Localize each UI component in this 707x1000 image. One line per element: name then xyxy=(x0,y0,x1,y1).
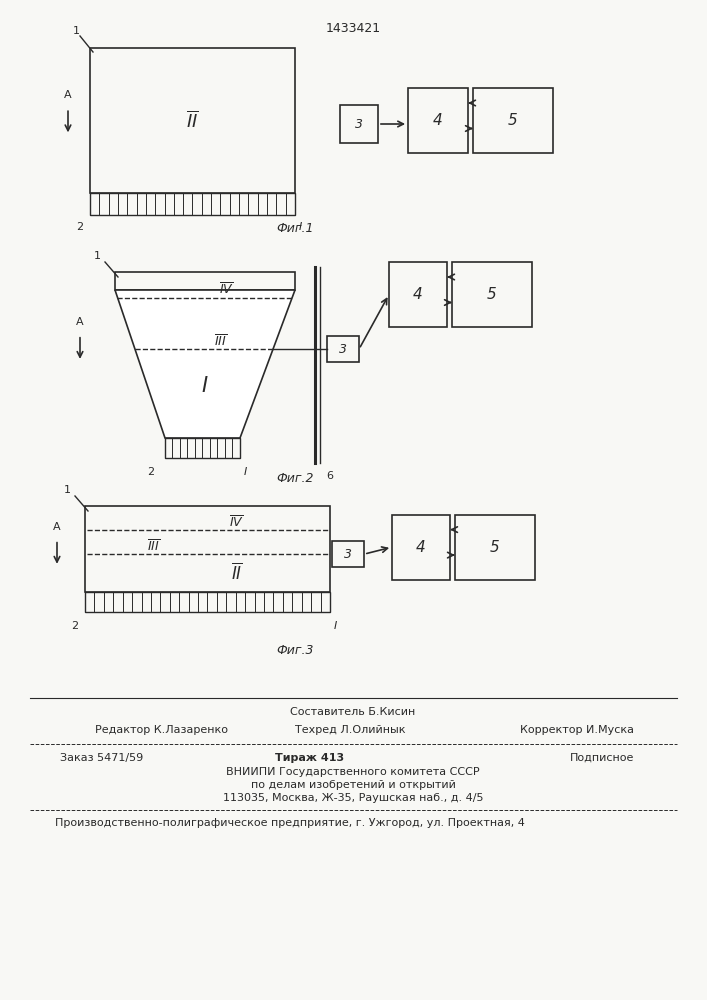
Text: Подписное: Подписное xyxy=(570,753,634,763)
Text: 5: 5 xyxy=(490,540,500,555)
Bar xyxy=(332,541,364,567)
Text: 113035, Москва, Ж-35, Раушская наб., д. 4/5: 113035, Москва, Ж-35, Раушская наб., д. … xyxy=(223,793,484,803)
Bar xyxy=(389,262,447,327)
Text: $\overline{\mathit{III}}$: $\overline{\mathit{III}}$ xyxy=(147,538,160,554)
Text: 2: 2 xyxy=(76,222,83,232)
Text: Тираж 413: Тираж 413 xyxy=(276,753,344,763)
Bar xyxy=(455,515,535,580)
Text: I: I xyxy=(298,222,302,232)
Text: Составитель Б.Кисин: Составитель Б.Кисин xyxy=(291,707,416,717)
Text: Заказ 5471/59: Заказ 5471/59 xyxy=(60,753,144,763)
Text: Редактор К.Лазаренко: Редактор К.Лазаренко xyxy=(95,725,228,735)
Text: A: A xyxy=(76,317,84,327)
Text: Фиг.2: Фиг.2 xyxy=(276,472,314,485)
Text: Техред Л.Олийнык: Техред Л.Олийнык xyxy=(295,725,406,735)
Text: $\overline{\mathit{IV}}$: $\overline{\mathit{IV}}$ xyxy=(229,514,245,530)
Text: 1: 1 xyxy=(93,251,100,261)
Bar xyxy=(452,262,532,327)
Text: A: A xyxy=(64,90,72,100)
Text: 3: 3 xyxy=(344,548,352,561)
Text: 6: 6 xyxy=(327,471,334,481)
Bar xyxy=(90,48,295,193)
Bar xyxy=(85,592,330,612)
Text: $\overline{\mathit{IV}}$: $\overline{\mathit{IV}}$ xyxy=(219,282,234,298)
Text: 1: 1 xyxy=(64,485,71,495)
Text: Корректор И.Муска: Корректор И.Муска xyxy=(520,725,634,735)
Polygon shape xyxy=(115,290,295,438)
Bar xyxy=(340,105,378,143)
Text: 1433421: 1433421 xyxy=(325,21,380,34)
Text: I: I xyxy=(243,467,247,477)
Text: $\overline{\mathit{II}}$: $\overline{\mathit{II}}$ xyxy=(231,563,243,584)
Bar xyxy=(392,515,450,580)
Text: 4: 4 xyxy=(416,540,426,555)
Text: по делам изобретений и открытий: по делам изобретений и открытий xyxy=(250,780,455,790)
Bar xyxy=(327,336,359,362)
Bar xyxy=(165,438,240,458)
Text: 1: 1 xyxy=(73,26,79,36)
Text: 5: 5 xyxy=(508,113,518,128)
Text: Производственно-полиграфическое предприятие, г. Ужгород, ул. Проектная, 4: Производственно-полиграфическое предприя… xyxy=(55,818,525,828)
Text: 2: 2 xyxy=(71,621,78,631)
Text: Фиг.1: Фиг.1 xyxy=(276,222,314,234)
Text: 3: 3 xyxy=(355,117,363,130)
Text: A: A xyxy=(53,522,61,532)
Text: 5: 5 xyxy=(487,287,497,302)
Bar xyxy=(408,88,468,153)
Bar xyxy=(85,506,330,592)
Bar xyxy=(90,193,295,215)
Text: 2: 2 xyxy=(148,467,155,477)
Text: $\overline{\mathit{III}}$: $\overline{\mathit{III}}$ xyxy=(214,333,227,349)
Text: 4: 4 xyxy=(413,287,423,302)
Bar xyxy=(115,272,295,290)
Text: 4: 4 xyxy=(433,113,443,128)
Text: I: I xyxy=(334,621,337,631)
Text: $\overline{\mathit{II}}$: $\overline{\mathit{II}}$ xyxy=(186,110,199,131)
Text: Фиг.3: Фиг.3 xyxy=(276,644,314,656)
Text: 3: 3 xyxy=(339,343,347,356)
Text: ВНИИПИ Государственного комитета СССР: ВНИИПИ Государственного комитета СССР xyxy=(226,767,480,777)
Text: $\mathit{I}$: $\mathit{I}$ xyxy=(201,376,209,396)
Bar xyxy=(473,88,553,153)
